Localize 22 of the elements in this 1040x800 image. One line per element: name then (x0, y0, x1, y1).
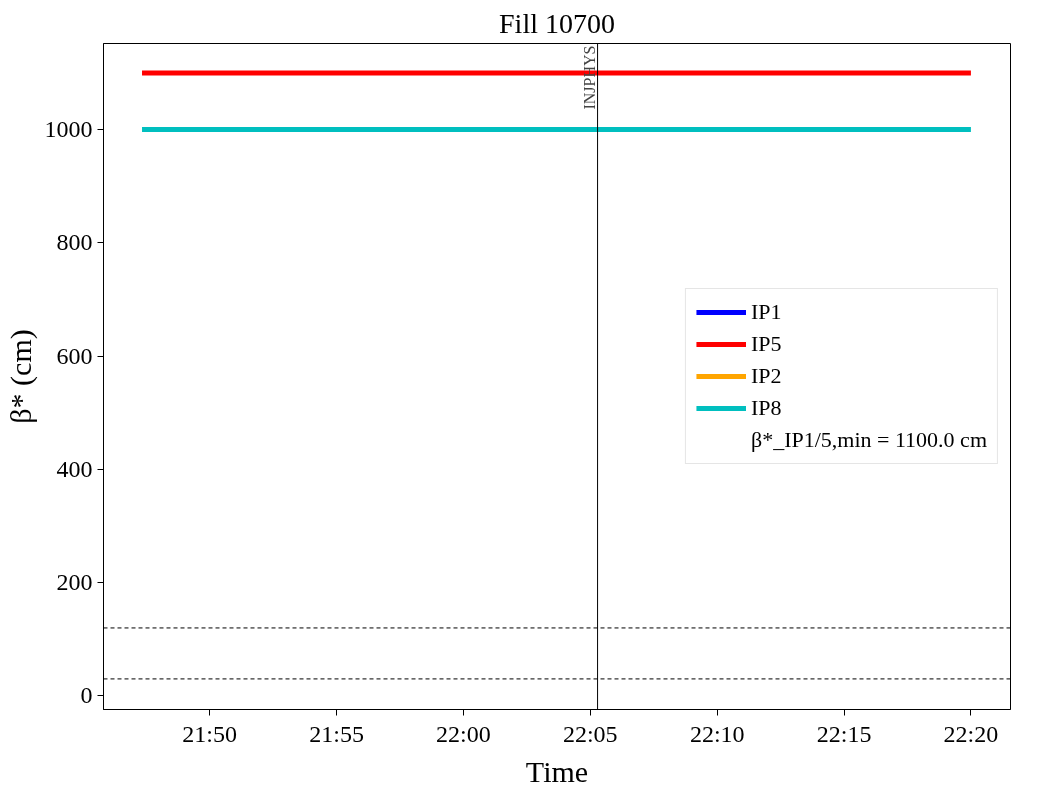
legend-label: IP2 (750, 363, 782, 389)
ref-line-label: INJPHYS (580, 45, 598, 110)
x-tick-label: 22:15 (816, 720, 872, 747)
x-tick-label: 21:50 (182, 720, 237, 747)
y-tick-label: 800 (56, 229, 93, 256)
y-tick-label: 600 (56, 342, 93, 369)
y-tick-label: 400 (56, 455, 93, 482)
x-tick-label: 22:05 (562, 720, 618, 747)
x-tick-label: 22:00 (436, 720, 491, 747)
x-axis-title: Time (525, 754, 589, 788)
legend-label: IP1 (750, 299, 782, 325)
legend-label: IP5 (750, 331, 782, 357)
y-tick-label: 200 (56, 569, 93, 596)
y-tick-label: 1000 (44, 116, 93, 143)
legend-label: IP8 (750, 395, 782, 421)
x-tick-label: 21:55 (309, 720, 364, 747)
y-tick-label: 0 (80, 682, 93, 709)
annotation: β*_IP1/5,min = 1100.0 cm (750, 427, 987, 453)
x-tick-label: 22:10 (689, 720, 745, 747)
chart-title: Fill 10700 (499, 7, 615, 39)
y-axis-title: β* (cm) (3, 329, 38, 424)
x-tick-label: 22:20 (943, 720, 999, 747)
